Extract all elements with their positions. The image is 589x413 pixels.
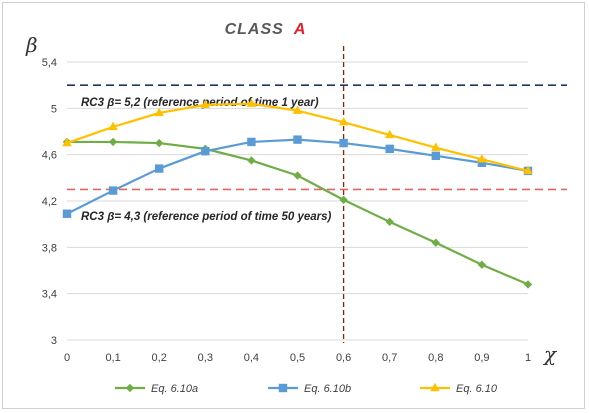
x-tick-label: 0,5 (290, 352, 305, 364)
x-tick-label: 0,8 (428, 352, 443, 364)
series-group (62, 98, 533, 289)
x-tick-label: 0,7 (382, 352, 397, 364)
chart-frame (2, 2, 585, 409)
data-point-square (247, 137, 256, 147)
reference-line-label: RC3 β= 4,3 (reference period of time 50 … (81, 211, 332, 223)
data-point-triangle (154, 107, 164, 117)
x-tick-label: 0,6 (336, 352, 351, 364)
data-point-square (477, 158, 487, 167)
reference-lines: RC3 β= 5,2 (reference period of time 1 y… (67, 46, 567, 343)
data-point-triangle (200, 99, 210, 109)
data-point-diamond (247, 156, 256, 165)
x-tick-label: 0,4 (244, 352, 259, 364)
series-eq-6-10 (62, 98, 533, 175)
data-point-triangle (431, 142, 441, 151)
data-point-triangle (62, 137, 72, 147)
x-tick-label: 1 (525, 352, 531, 364)
data-point-triangle (430, 382, 440, 392)
data-point-diamond (125, 383, 135, 393)
data-point-square (278, 383, 288, 393)
data-point-triangle (477, 154, 487, 163)
x-tick-labels: 0 0,1 0,2 0,3 0,4 0,5 0,6 0,7 0,8 0,9 1 (64, 352, 531, 364)
legend-item: Eq. 6.10b (268, 383, 351, 395)
y-tick-label: 3 (51, 335, 57, 347)
data-point-diamond (155, 138, 164, 148)
y-tick-label: 5 (51, 103, 57, 115)
data-point-diamond (385, 217, 394, 227)
data-point-square (385, 144, 394, 154)
series-eq-6-10a (62, 137, 533, 289)
reference-line-label: RC3 β= 5,2 (reference period of time 1 y… (81, 97, 319, 109)
data-point-diamond (431, 238, 440, 247)
y-tick-labels: 3 3,4 3,8 4,2 4,6 5 5,4 (42, 57, 57, 347)
data-point-triangle (338, 117, 349, 126)
data-point-diamond (293, 171, 302, 180)
data-point-triangle (292, 105, 303, 114)
x-tick-label: 0,2 (152, 352, 167, 364)
legend-item: Eq. 6.10a (115, 383, 198, 395)
data-point-diamond (523, 280, 533, 289)
x-tick-label: 0,3 (198, 352, 213, 364)
y-tick-label: 4,6 (42, 150, 57, 162)
data-point-triangle (246, 98, 257, 107)
data-point-square (155, 164, 164, 173)
data-point-diamond (108, 137, 118, 147)
chart-title-main: CLASS (225, 21, 284, 38)
y-axis-label: β (25, 33, 38, 57)
data-point-square (339, 138, 348, 148)
y-tick-label: 4,2 (42, 196, 57, 208)
y-tick-label: 3,4 (42, 289, 57, 301)
x-tick-label: 0,9 (474, 352, 489, 364)
x-axis-label: χ (542, 342, 558, 366)
y-tick-label: 5,4 (42, 57, 57, 69)
legend-item: Eq. 6.10 (420, 382, 498, 395)
data-point-square (201, 146, 210, 156)
legend-label: Eq. 6.10a (151, 383, 198, 395)
legend-label: Eq. 6.10b (304, 383, 351, 395)
data-point-diamond (339, 195, 348, 205)
legend: Eq. 6.10a Eq. 6.10b Eq. 6.10 (115, 382, 498, 395)
data-point-triangle (108, 121, 118, 131)
legend-label: Eq. 6.10 (456, 383, 498, 395)
chart-title: CLASS A (225, 21, 306, 38)
data-point-square (293, 135, 302, 144)
chart-title-accent: A (293, 21, 306, 38)
data-point-square (108, 186, 118, 195)
y-tick-label: 3,8 (42, 242, 57, 254)
data-point-triangle (523, 165, 533, 175)
data-point-diamond (477, 260, 487, 269)
data-point-square (62, 209, 72, 218)
x-tick-label: 0,1 (105, 352, 120, 364)
data-point-square (431, 151, 440, 161)
data-point-triangle (385, 129, 395, 139)
x-tick-label: 0 (64, 352, 70, 364)
